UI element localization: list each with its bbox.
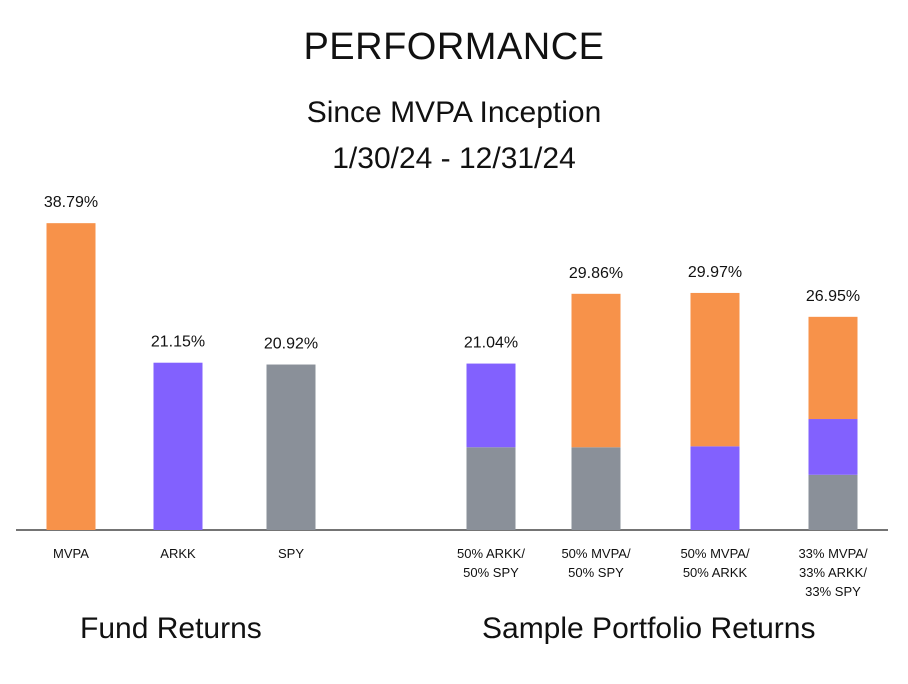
chart-title: PERFORMANCE — [303, 26, 605, 68]
group-label-sample-portfolio-returns: Sample Portfolio Returns — [482, 612, 816, 645]
bar-33-mvpa-33-arkk-33-spy-mvpa-segment — [808, 316, 858, 420]
data-label-50-mvpa-50-spy: 29.86% — [569, 265, 623, 282]
bar-50-arkk-50-spy-spy-segment — [466, 447, 516, 530]
category-label-50-mvpa-50-arkk: 50% MVPA/50% ARKK — [680, 546, 750, 580]
bar-50-arkk-50-spy-arkk-segment — [466, 363, 516, 448]
data-label-33-mvpa-33-arkk-33-spy: 26.95% — [806, 288, 860, 305]
category-label-spy: SPY — [278, 546, 304, 561]
data-label-spy: 20.92% — [264, 336, 318, 353]
data-label-arkk: 21.15% — [151, 334, 205, 351]
category-label-50-arkk-50-spy: 50% ARKK/50% SPY — [457, 546, 525, 580]
bar-spy-spy-segment — [266, 364, 316, 530]
data-label-50-arkk-50-spy: 21.04% — [464, 335, 518, 352]
bar-50-mvpa-50-spy-spy-segment — [571, 447, 621, 530]
bar-arkk-arkk-segment — [153, 362, 203, 530]
chart-subtitle: Since MVPA Inception — [306, 96, 602, 129]
data-label-mvpa: 38.79% — [44, 194, 98, 211]
category-label-50-mvpa-50-spy: 50% MVPA/50% SPY — [561, 546, 631, 580]
data-label-50-mvpa-50-arkk: 29.97% — [688, 264, 742, 281]
bar-50-mvpa-50-arkk-arkk-segment — [690, 446, 740, 530]
group-label-fund-returns: Fund Returns — [80, 612, 262, 645]
bar-33-mvpa-33-arkk-33-spy-spy-segment — [808, 474, 858, 530]
bar-50-mvpa-50-arkk-mvpa-segment — [690, 292, 740, 447]
bar-50-mvpa-50-spy-mvpa-segment — [571, 293, 621, 448]
date-range: 1/30/24 - 12/31/24 — [332, 142, 576, 175]
bar-33-mvpa-33-arkk-33-spy-arkk-segment — [808, 419, 858, 475]
bar-mvpa-mvpa-segment — [46, 223, 96, 531]
category-label-33-mvpa-33-arkk-33-spy: 33% MVPA/33% ARKK/33% SPY — [798, 546, 868, 599]
category-label-mvpa: MVPA — [53, 546, 89, 561]
category-label-arkk: ARKK — [160, 546, 196, 561]
